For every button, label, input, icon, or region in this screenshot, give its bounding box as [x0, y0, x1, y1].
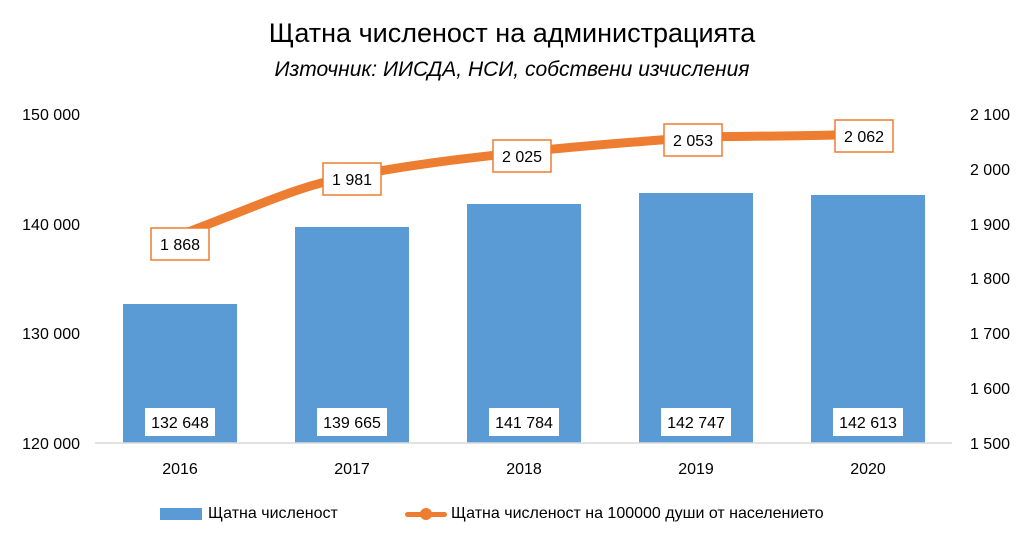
- right-axis-tick: 1 900: [970, 217, 1010, 234]
- bar-2018: [467, 204, 581, 443]
- x-axis-tick: 2016: [162, 461, 198, 478]
- bar-2017: [295, 227, 409, 443]
- x-axis-tick: 2018: [506, 461, 542, 478]
- line-label-box: [150, 227, 210, 261]
- chart-title: Щатна численост на администрацията: [268, 18, 756, 48]
- line-label: 2 025: [502, 149, 542, 166]
- x-axis-tick: 2019: [678, 461, 714, 478]
- right-axis-tick: 1 600: [970, 381, 1010, 398]
- bar-label-box: [833, 408, 903, 436]
- bar-2020: [811, 195, 925, 443]
- bar-label-box: [489, 408, 559, 436]
- line-data-labels: 1 868 1 981 2 025 2 053 2 062: [150, 119, 894, 261]
- right-axis-tick: 2 100: [970, 107, 1010, 124]
- bar-label: 139 665: [323, 415, 381, 432]
- legend-label: Щатна численост: [208, 505, 338, 522]
- line-label: 1 868: [160, 237, 200, 254]
- legend-item-bar: Щатна численост: [160, 505, 338, 523]
- left-axis-tick: 130 000: [22, 326, 80, 343]
- line-label-box: [663, 123, 723, 157]
- bar-data-labels: 132 648 139 665 141 784 142 747 142 613: [145, 408, 903, 436]
- left-axis-tick: 150 000: [22, 107, 80, 124]
- legend-label: Щатна численост на 100000 души от населе…: [451, 505, 824, 522]
- x-axis-tick: 2020: [850, 461, 886, 478]
- left-axis: 150 000 140 000 130 000 120 000: [22, 107, 80, 453]
- left-axis-tick: 140 000: [22, 217, 80, 234]
- bar-label: 142 747: [667, 415, 725, 432]
- line-label-box: [834, 119, 894, 153]
- line-label-box: [322, 162, 382, 196]
- line-marker-swatch-icon: [405, 508, 447, 520]
- legend-item-line: Щатна численост на 100000 души от населе…: [405, 505, 824, 523]
- bar-2019: [639, 193, 753, 443]
- right-axis-tick: 1 700: [970, 326, 1010, 343]
- right-axis-tick: 1 500: [970, 436, 1010, 453]
- right-axis-tick: 2 000: [970, 162, 1010, 179]
- bar-label: 141 784: [495, 415, 553, 432]
- x-axis-tick: 2017: [334, 461, 370, 478]
- bar-swatch-icon: [160, 508, 202, 520]
- x-axis: 2016 2017 2018 2019 2020: [162, 461, 886, 478]
- bar-label-box: [317, 408, 387, 436]
- bar-label: 132 648: [151, 415, 209, 432]
- chart-subtitle: Източник: ИИСДА, НСИ, собствени изчислен…: [274, 58, 750, 81]
- bar-label-box: [661, 408, 731, 436]
- chart-legend: Щатна численост Щатна численост на 10000…: [0, 505, 1024, 527]
- left-axis-tick: 120 000: [22, 436, 80, 453]
- right-axis: 2 100 2 000 1 900 1 800 1 700 1 600 1 50…: [970, 107, 1010, 453]
- bar-label: 142 613: [839, 415, 897, 432]
- bar-label-box: [145, 408, 215, 436]
- line-label: 2 053: [673, 133, 713, 150]
- line-label: 2 062: [844, 129, 884, 146]
- line-label-box: [492, 139, 552, 173]
- bar-series: [123, 193, 925, 443]
- line-label: 1 981: [332, 172, 372, 189]
- right-axis-tick: 1 800: [970, 271, 1010, 288]
